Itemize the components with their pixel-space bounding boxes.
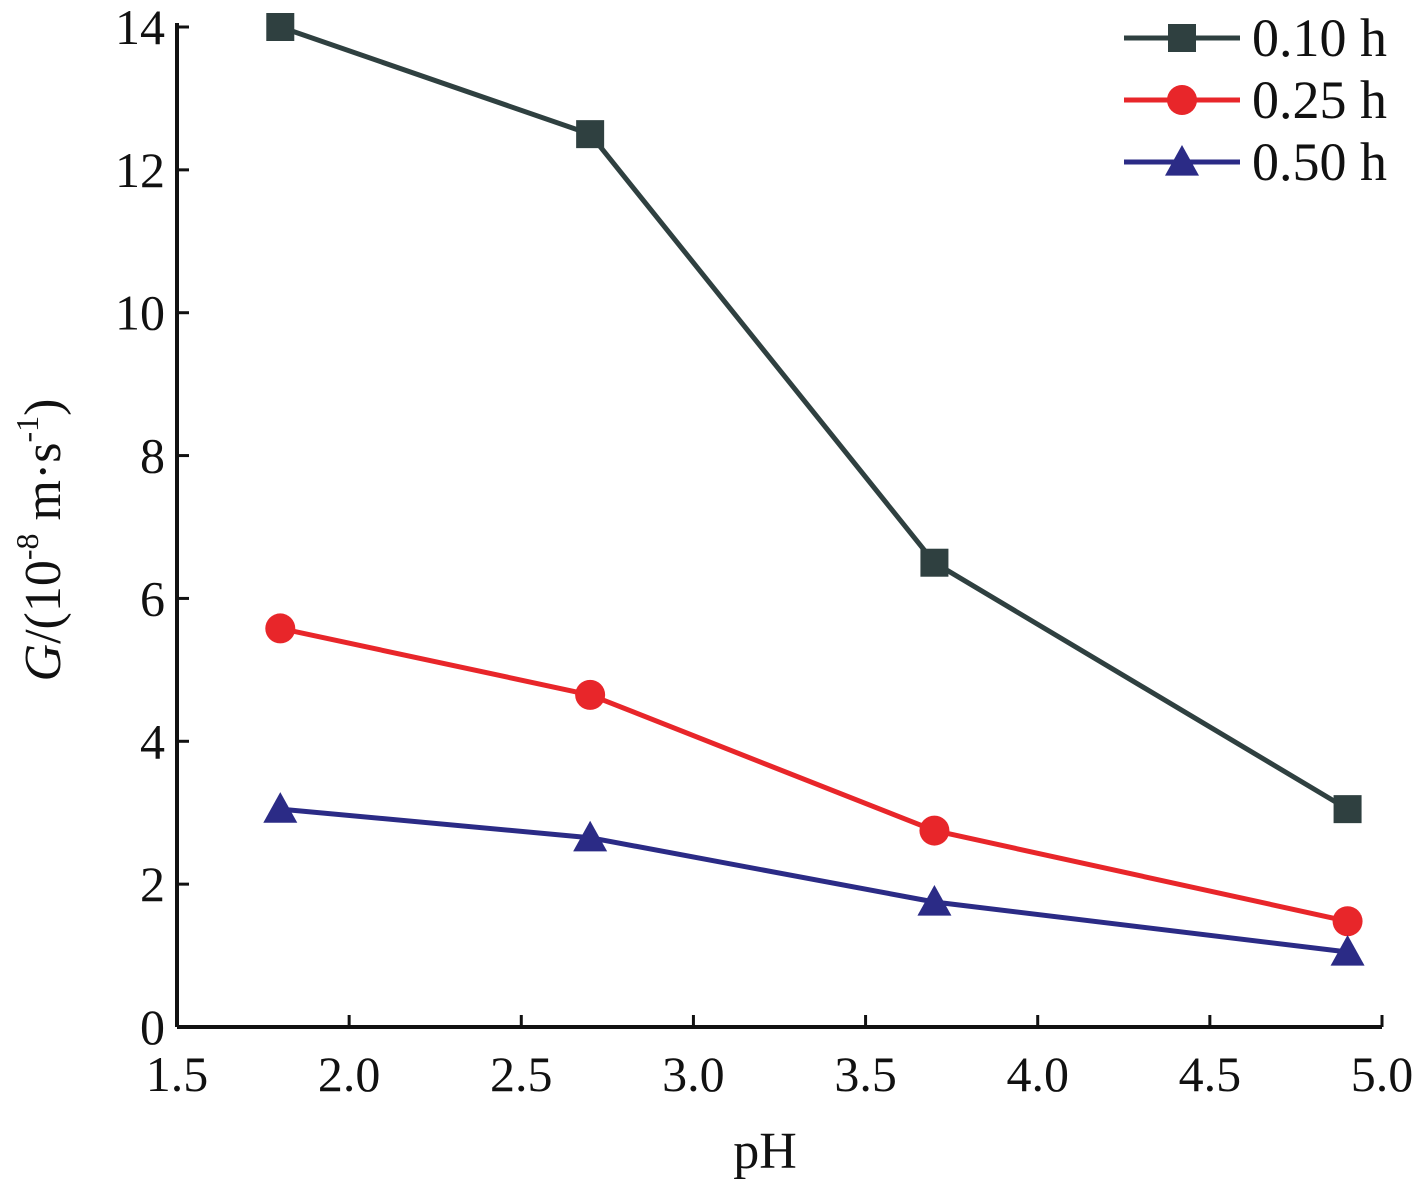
data-point [266, 13, 295, 41]
legend-label: 0.10 h [1252, 8, 1387, 68]
x-tick-label: 5.0 [1351, 1046, 1414, 1102]
x-tick-label: 4.5 [1179, 1046, 1242, 1102]
y-axis-label-exp2: -1 [9, 416, 45, 443]
x-tick-label: 3.0 [662, 1046, 725, 1102]
y-axis-label-exp: -8 [9, 534, 45, 561]
y-tick-label: 0 [140, 999, 165, 1055]
data-point [1333, 795, 1362, 824]
y-tick-label: 2 [140, 856, 165, 912]
data-point [917, 885, 952, 916]
y-tick-label: 8 [140, 428, 165, 484]
legend-label: 0.25 h [1252, 70, 1387, 130]
x-tick-label: 2.0 [318, 1046, 381, 1102]
y-axis-label-prefix: /(10 [15, 560, 72, 644]
x-tick-label: 2.5 [490, 1046, 553, 1102]
y-tick-label: 14 [115, 0, 165, 55]
series-line [279, 24, 1349, 812]
legend: 0.10 h0.25 h0.50 h [1124, 8, 1387, 192]
series-layer [263, 13, 1365, 966]
y-axis-label-var: G [15, 644, 72, 682]
series-line [279, 625, 1349, 924]
y-axis-label-mid: m·s [15, 443, 72, 534]
axes: 1.5 2.0 2.5 3.0 3.5 4.0 4.5 5.0 0 2 4 6 8 10 12 14 [115, 0, 1413, 1102]
data-point [265, 613, 296, 644]
x-tick-label: 4.0 [1006, 1046, 1069, 1102]
legend-marker [1168, 24, 1196, 52]
legend-marker [1165, 145, 1199, 176]
x-tick-label: 1.5 [146, 1046, 209, 1102]
series-triangle [263, 792, 1365, 966]
data-point [573, 820, 608, 852]
y-tick-label: 10 [115, 285, 165, 341]
data-point [1332, 906, 1363, 937]
y-axis-label-suffix: ) [15, 399, 72, 416]
legend-marker [1167, 85, 1197, 115]
data-point [919, 815, 950, 846]
y-tick-label: 12 [115, 142, 165, 198]
series-square [266, 13, 1362, 824]
x-axis-label: pH [733, 1123, 797, 1180]
y-tick-label: 4 [140, 713, 165, 769]
series-circle [265, 613, 1363, 937]
data-point [920, 548, 949, 577]
data-point [575, 679, 606, 710]
y-axis-label: G/(10-8 m·s-1) [9, 399, 72, 682]
series-line [280, 806, 1348, 955]
legend-item: 0.10 h [1124, 8, 1387, 68]
data-point [263, 792, 298, 823]
data-point [576, 120, 605, 149]
legend-item: 0.50 h [1124, 132, 1387, 192]
x-tick-label: 3.5 [834, 1046, 897, 1102]
data-point [1330, 935, 1365, 966]
legend-item: 0.25 h [1124, 70, 1387, 130]
y-tick-label: 6 [140, 570, 165, 626]
legend-label: 0.50 h [1252, 132, 1387, 192]
